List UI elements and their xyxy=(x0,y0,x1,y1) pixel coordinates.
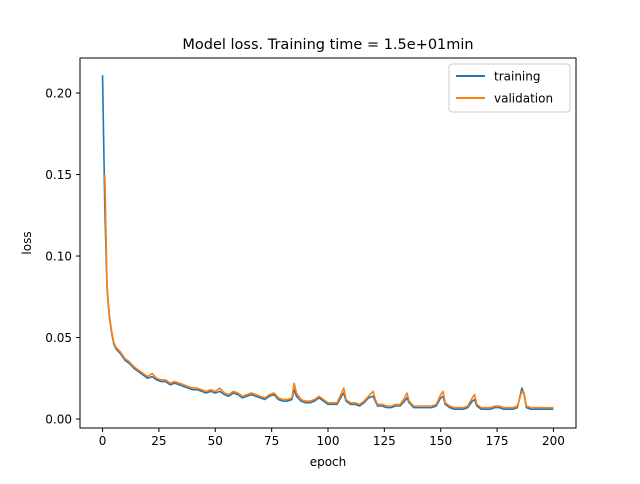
x-tick-label: 50 xyxy=(208,434,223,448)
series-layer xyxy=(101,75,554,411)
legend-label-training: training xyxy=(494,70,541,84)
ticks-layer: 0 25 50 75 100 125 150 175 200 0.00 0.05 0.10 0.15 0.… xyxy=(45,87,565,448)
x-axis-label: epoch xyxy=(310,455,347,469)
y-tick-label: 0.20 xyxy=(45,87,72,101)
series-line-training xyxy=(101,75,554,411)
y-tick-label: 0.00 xyxy=(45,413,72,427)
x-tick-label: 125 xyxy=(373,434,396,448)
y-tick-label: 0.05 xyxy=(45,331,72,345)
legend: training validation xyxy=(448,63,571,113)
series-line-validation xyxy=(104,174,554,409)
y-axis-label: loss xyxy=(20,231,34,254)
legend-label-validation: validation xyxy=(494,92,553,106)
x-tick-label: 175 xyxy=(486,434,509,448)
x-tick-label: 200 xyxy=(542,434,565,448)
chart-title: Model loss. Training time = 1.5e+01min xyxy=(182,37,473,53)
axes-frame xyxy=(79,57,577,429)
x-tick-label: 150 xyxy=(429,434,452,448)
y-tick-label: 0.10 xyxy=(45,250,72,264)
x-tick-label: 100 xyxy=(317,434,340,448)
y-tick-label: 0.15 xyxy=(45,168,72,182)
x-tick-label: 75 xyxy=(264,434,279,448)
x-tick-label: 0 xyxy=(99,434,107,448)
x-tick-label: 25 xyxy=(151,434,166,448)
